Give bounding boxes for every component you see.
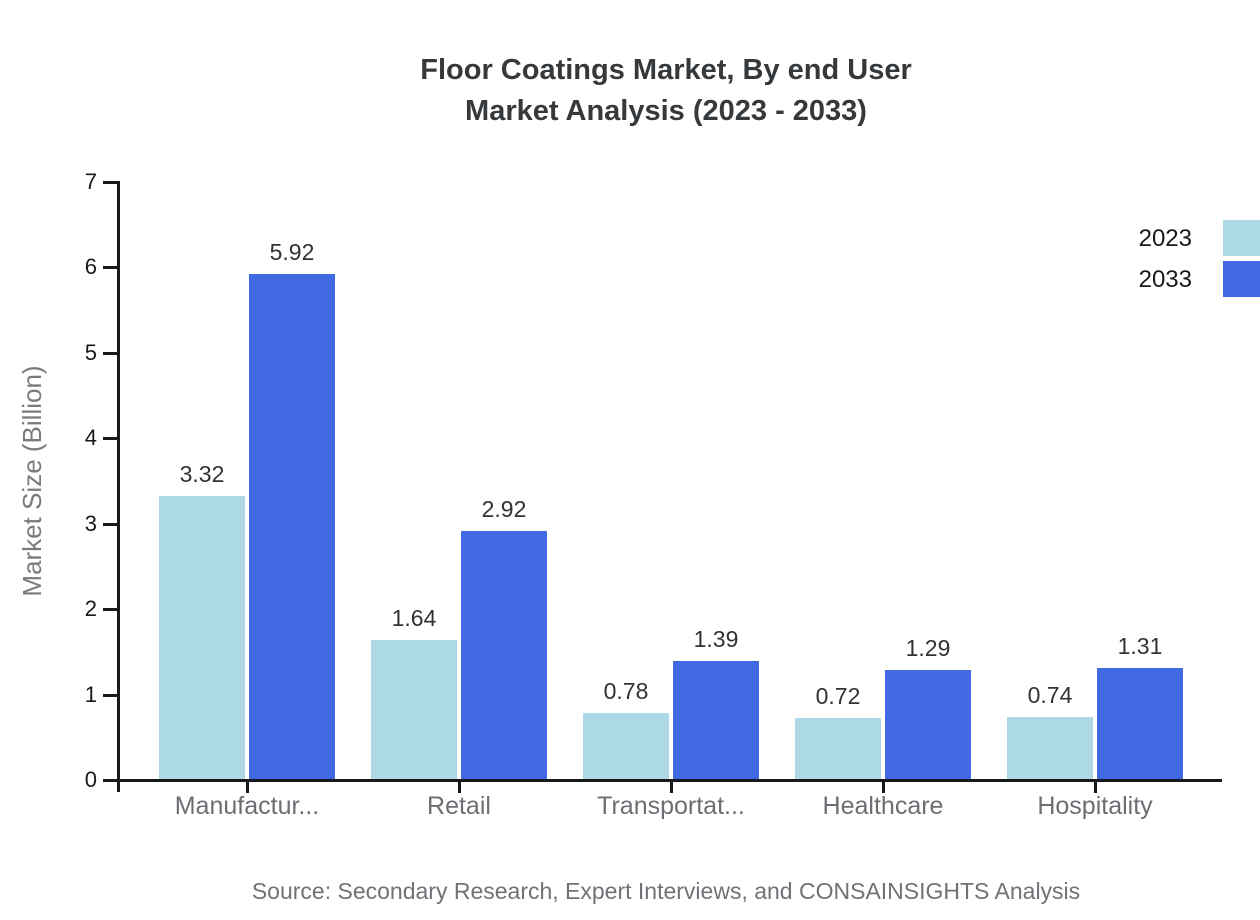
- x-tick-manufactur: [246, 781, 249, 793]
- chart-title-line2: Market Analysis (2023 - 2033): [465, 95, 867, 127]
- y-axis-line: [117, 181, 120, 792]
- chart-title-line1: Floor Coatings Market, By end User: [420, 54, 912, 86]
- y-tick-label-1: 1: [84, 682, 97, 707]
- y-tick-label-4: 4: [84, 425, 97, 450]
- y-tick-5: [103, 352, 118, 355]
- legend-swatch-2023: [1223, 220, 1260, 256]
- value-label-2023-transportat: 0.78: [603, 678, 649, 704]
- legend-label-2023: 2023: [1138, 225, 1192, 252]
- y-tick-4: [103, 437, 118, 440]
- bar-2033-healthcare: [885, 670, 971, 780]
- bar-2023-transportat: [583, 713, 669, 780]
- bar-2033-retail: [461, 531, 547, 780]
- value-label-2023-retail: 1.64: [391, 605, 437, 631]
- bar-2033-manufactur: [249, 274, 335, 780]
- bar-2023-healthcare: [795, 718, 881, 780]
- x-category-label-manufactur: Manufactur...: [174, 792, 320, 820]
- value-label-2023-healthcare: 0.72: [815, 683, 861, 709]
- x-tick-healthcare: [882, 781, 885, 793]
- y-tick-label-2: 2: [84, 596, 97, 621]
- y-tick-6: [103, 266, 118, 269]
- value-label-2033-retail: 2.92: [481, 496, 527, 522]
- bar-2023-hospitality: [1007, 717, 1093, 780]
- x-tick-hospitality: [1094, 781, 1097, 793]
- value-label-2023-manufactur: 3.32: [179, 461, 225, 487]
- x-axis-line: [117, 779, 1222, 782]
- y-tick-label-7: 7: [84, 169, 97, 194]
- x-category-label-hospitality: Hospitality: [1037, 792, 1153, 820]
- bar-2023-retail: [371, 640, 457, 780]
- value-label-2023-hospitality: 0.74: [1027, 682, 1073, 708]
- y-tick-0: [103, 779, 118, 782]
- value-label-2033-manufactur: 5.92: [269, 239, 315, 265]
- y-tick-7: [103, 181, 118, 184]
- bar-2023-manufactur: [159, 496, 245, 780]
- y-tick-2: [103, 608, 118, 611]
- y-axis-title: Market Size (Billion): [17, 365, 47, 597]
- y-tick-1: [103, 694, 118, 697]
- value-label-2033-healthcare: 1.29: [905, 635, 951, 661]
- chart-title: Floor Coatings Market, By end User Marke…: [110, 50, 1222, 132]
- y-tick-3: [103, 523, 118, 526]
- bar-2033-transportat: [673, 661, 759, 780]
- x-tick-transportat: [670, 781, 673, 793]
- value-label-2033-transportat: 1.39: [693, 626, 739, 652]
- x-tick-retail: [458, 781, 461, 793]
- x-category-label-healthcare: Healthcare: [822, 792, 944, 820]
- y-tick-label-6: 6: [84, 254, 97, 279]
- y-tick-label-3: 3: [84, 511, 97, 536]
- value-label-2033-hospitality: 1.31: [1117, 633, 1163, 659]
- source-attribution: Source: Secondary Research, Expert Inter…: [251, 878, 1081, 904]
- y-tick-label-0: 0: [84, 767, 97, 792]
- legend-label-2033: 2033: [1138, 266, 1192, 293]
- bar-2033-hospitality: [1097, 668, 1183, 780]
- y-tick-label-5: 5: [84, 340, 97, 365]
- x-category-label-retail: Retail: [427, 792, 491, 820]
- legend-swatch-2033: [1223, 261, 1260, 297]
- x-category-label-transportat: Transportat...: [597, 792, 745, 820]
